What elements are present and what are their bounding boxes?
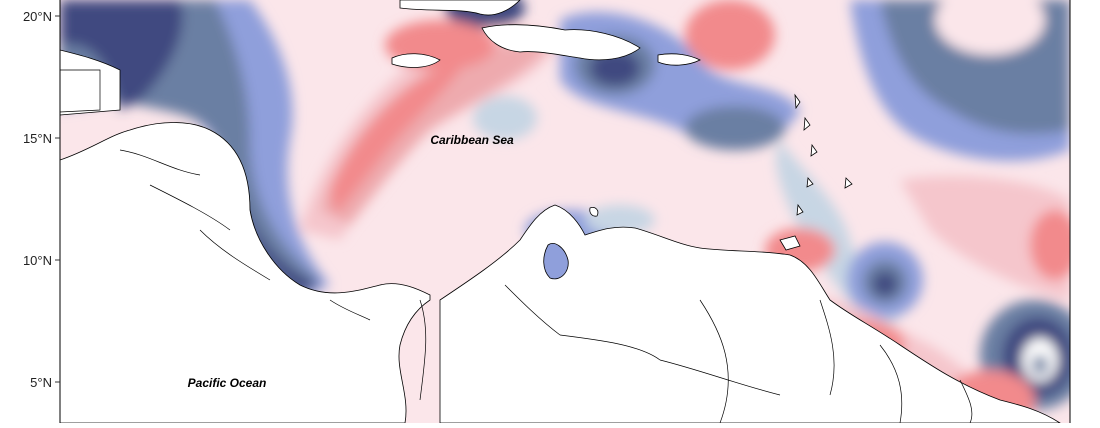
- land-island-3: [810, 143, 818, 157]
- land-island-2: [803, 116, 811, 131]
- field-pink-east: [900, 176, 1070, 300]
- field-red-east: [1030, 210, 1070, 280]
- land-hispaniola: [481, 24, 641, 61]
- land-island-1: [794, 93, 801, 110]
- land-island-6: [844, 177, 853, 189]
- land-cuba: [399, 0, 521, 16]
- anomaly-field: [60, 0, 1070, 423]
- lat-label-10: 10°N: [23, 253, 52, 268]
- label-pacific-ocean: Pacific Ocean: [188, 376, 267, 390]
- land-mexico: [60, 49, 121, 116]
- field-lightblue-spot: [473, 96, 537, 140]
- land-trinidad: [779, 235, 801, 251]
- lat-labels: 20°N 15°N 10°N 5°N: [23, 9, 52, 390]
- land-curacao: [589, 207, 599, 217]
- field-core-se: [1032, 355, 1048, 375]
- land-central-america: [60, 122, 431, 423]
- field-pink-ne: [935, 0, 1045, 55]
- field-red-tongue: [330, 55, 470, 215]
- country-borders: [60, 69, 973, 423]
- lat-ticks: [55, 15, 60, 383]
- field-bluedark-east: [873, 272, 897, 296]
- label-caribbean-sea: Caribbean Sea: [430, 133, 514, 147]
- land: [60, 0, 1061, 423]
- lat-label-5: 5°N: [30, 375, 52, 390]
- field-lightblue-venezuela: [585, 205, 655, 235]
- land-island-4: [806, 177, 814, 188]
- land-jamaica: [391, 53, 441, 68]
- field-pinkmid-tongue: [320, 43, 550, 225]
- land-south-america: [439, 204, 1061, 423]
- field-red-pr: [685, 0, 775, 70]
- lat-label-15: 15°N: [23, 131, 52, 146]
- lat-label-20: 20°N: [23, 9, 52, 24]
- land-island-5: [796, 203, 804, 216]
- field-bluemid-antilles: [685, 106, 785, 150]
- land-puerto-rico: [657, 53, 701, 66]
- lake-maracaibo: [543, 243, 569, 280]
- field-blue-dark-nw: [60, 0, 183, 110]
